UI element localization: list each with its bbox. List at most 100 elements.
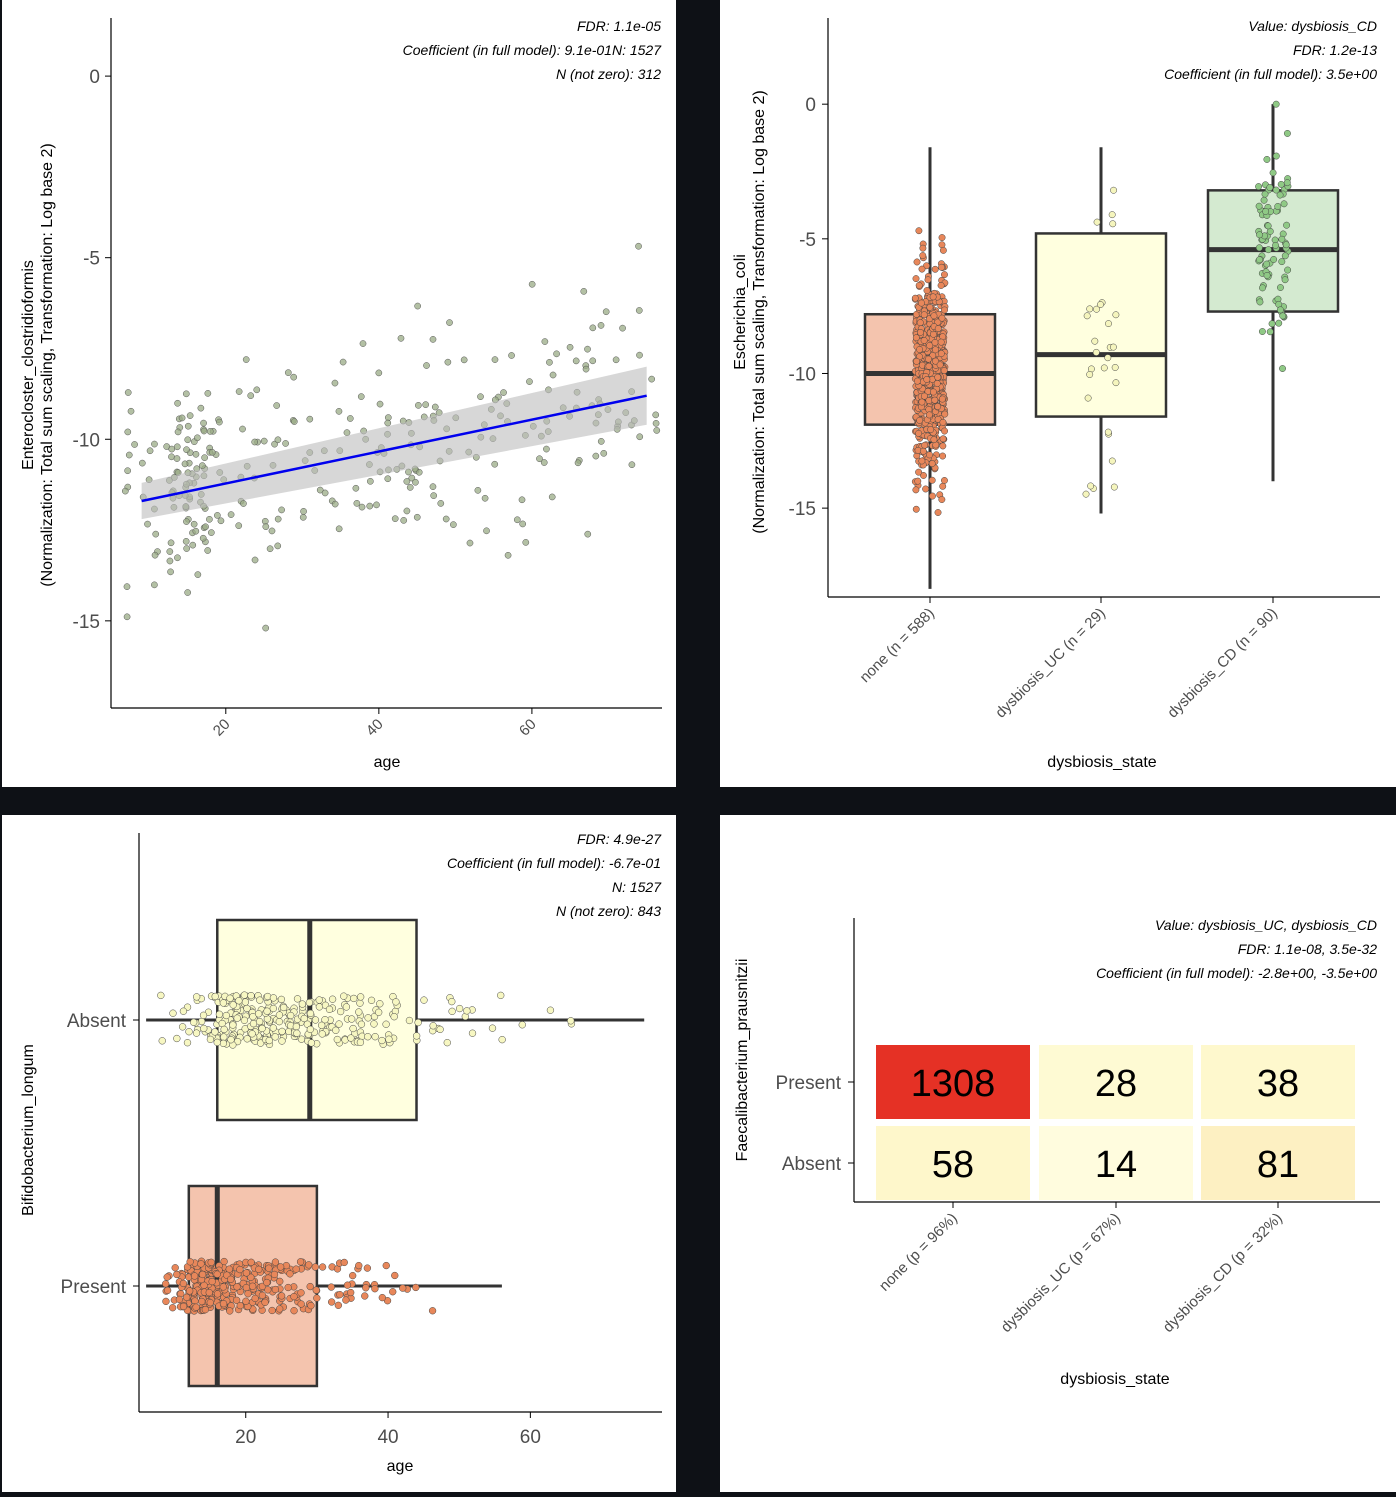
- confidence-band: [141, 366, 647, 520]
- data-point: [1264, 246, 1272, 254]
- annotation-n-not-zero: N (not zero): 843: [556, 903, 661, 919]
- data-point: [930, 312, 938, 320]
- data-point: [274, 515, 282, 523]
- data-point: [1277, 284, 1284, 291]
- data-point: [567, 1017, 575, 1025]
- data-point: [1270, 256, 1278, 263]
- data-point: [152, 530, 160, 538]
- data-point: [382, 1261, 390, 1270]
- data-point: [121, 487, 129, 495]
- data-point: [1284, 266, 1292, 274]
- data-point: [251, 556, 259, 564]
- data-point: [226, 994, 234, 1002]
- data-point: [1255, 202, 1263, 210]
- data-point: [1280, 200, 1288, 208]
- data-point: [929, 492, 936, 500]
- data-point: [936, 361, 944, 369]
- data-point: [219, 1300, 228, 1308]
- data-point: [589, 324, 597, 332]
- data-point: [924, 276, 932, 284]
- data-point: [290, 418, 298, 425]
- data-point: [382, 1020, 390, 1028]
- data-point: [1274, 203, 1282, 210]
- heatmap-chart: 1308 28 38 58 14 81 Present Absent none (p = 96…: [734, 917, 1380, 1388]
- data-point: [636, 433, 644, 441]
- data-point: [262, 523, 270, 530]
- data-point: [375, 369, 383, 377]
- data-point: [636, 351, 643, 359]
- data-point: [249, 1282, 257, 1290]
- data-point: [914, 377, 921, 385]
- data-point: [125, 451, 133, 459]
- data-point: [276, 1305, 284, 1313]
- panel-ecoli-boxplot: 0 -5 -10 -15 none (n = 588) dysbiosis_UC (n =…: [720, 0, 1396, 787]
- data-point: [269, 994, 278, 1002]
- data-point: [336, 1007, 345, 1016]
- data-point: [332, 1026, 340, 1034]
- data-point: [315, 996, 323, 1004]
- data-point: [522, 539, 530, 546]
- data-point: [934, 373, 942, 381]
- data-point: [1086, 305, 1094, 313]
- data-point: [925, 355, 932, 363]
- data-point: [306, 1025, 314, 1034]
- data-point: [198, 1270, 207, 1279]
- data-point: [1268, 320, 1276, 328]
- data-point: [1112, 379, 1120, 387]
- annotation-fdr: FDR: 1.2e-13: [1293, 42, 1377, 58]
- data-point: [184, 589, 192, 596]
- y-tick-label: 0: [805, 95, 816, 116]
- data-point: [543, 445, 550, 453]
- data-point: [918, 457, 926, 465]
- data-point: [233, 1283, 241, 1291]
- data-point: [597, 322, 605, 329]
- y-axis-title: Escherichia_coli: [732, 254, 749, 370]
- data-point: [448, 997, 456, 1006]
- data-point: [199, 534, 207, 542]
- data-point: [446, 319, 453, 326]
- data-point: [584, 345, 591, 353]
- data-point: [211, 1028, 219, 1036]
- data-point: [355, 1008, 363, 1016]
- data-point: [941, 427, 949, 435]
- data-point: [359, 340, 367, 347]
- data-point: [528, 280, 536, 288]
- data-point: [612, 356, 620, 364]
- y-tick-label: -5: [83, 249, 100, 270]
- data-point: [242, 1297, 250, 1305]
- data-point: [648, 375, 656, 383]
- data-point: [243, 1004, 251, 1013]
- data-point: [920, 337, 928, 344]
- data-point: [199, 1011, 208, 1019]
- data-point: [923, 287, 931, 294]
- data-point: [190, 520, 198, 528]
- data-point: [214, 512, 221, 519]
- data-point: [197, 404, 205, 412]
- annotation-coefficient: Coefficient (in full model): 3.5e+00: [1164, 66, 1377, 82]
- data-point: [1272, 152, 1280, 160]
- data-point: [256, 1039, 265, 1047]
- data-point: [192, 1029, 201, 1037]
- data-point: [233, 1014, 241, 1022]
- data-point: [258, 1024, 266, 1033]
- annotation-value: Value: dysbiosis_CD: [1248, 18, 1377, 34]
- data-point: [255, 1017, 264, 1026]
- data-point: [553, 350, 560, 358]
- data-point: [264, 1286, 272, 1294]
- data-point: [442, 515, 450, 523]
- data-point: [635, 242, 642, 250]
- data-point: [366, 477, 374, 485]
- data-point: [277, 995, 286, 1004]
- data-point: [574, 459, 582, 467]
- data-point: [1281, 276, 1289, 284]
- data-point: [208, 449, 216, 456]
- data-point: [208, 1277, 216, 1286]
- data-point: [269, 1024, 277, 1032]
- y-axis-title: Enterocloster_clostridioformis: [20, 260, 37, 470]
- data-point: [939, 435, 947, 443]
- data-point: [361, 1292, 369, 1300]
- data-point: [1108, 211, 1116, 219]
- data-point: [1092, 348, 1100, 356]
- data-point: [927, 426, 935, 434]
- data-point: [938, 263, 946, 271]
